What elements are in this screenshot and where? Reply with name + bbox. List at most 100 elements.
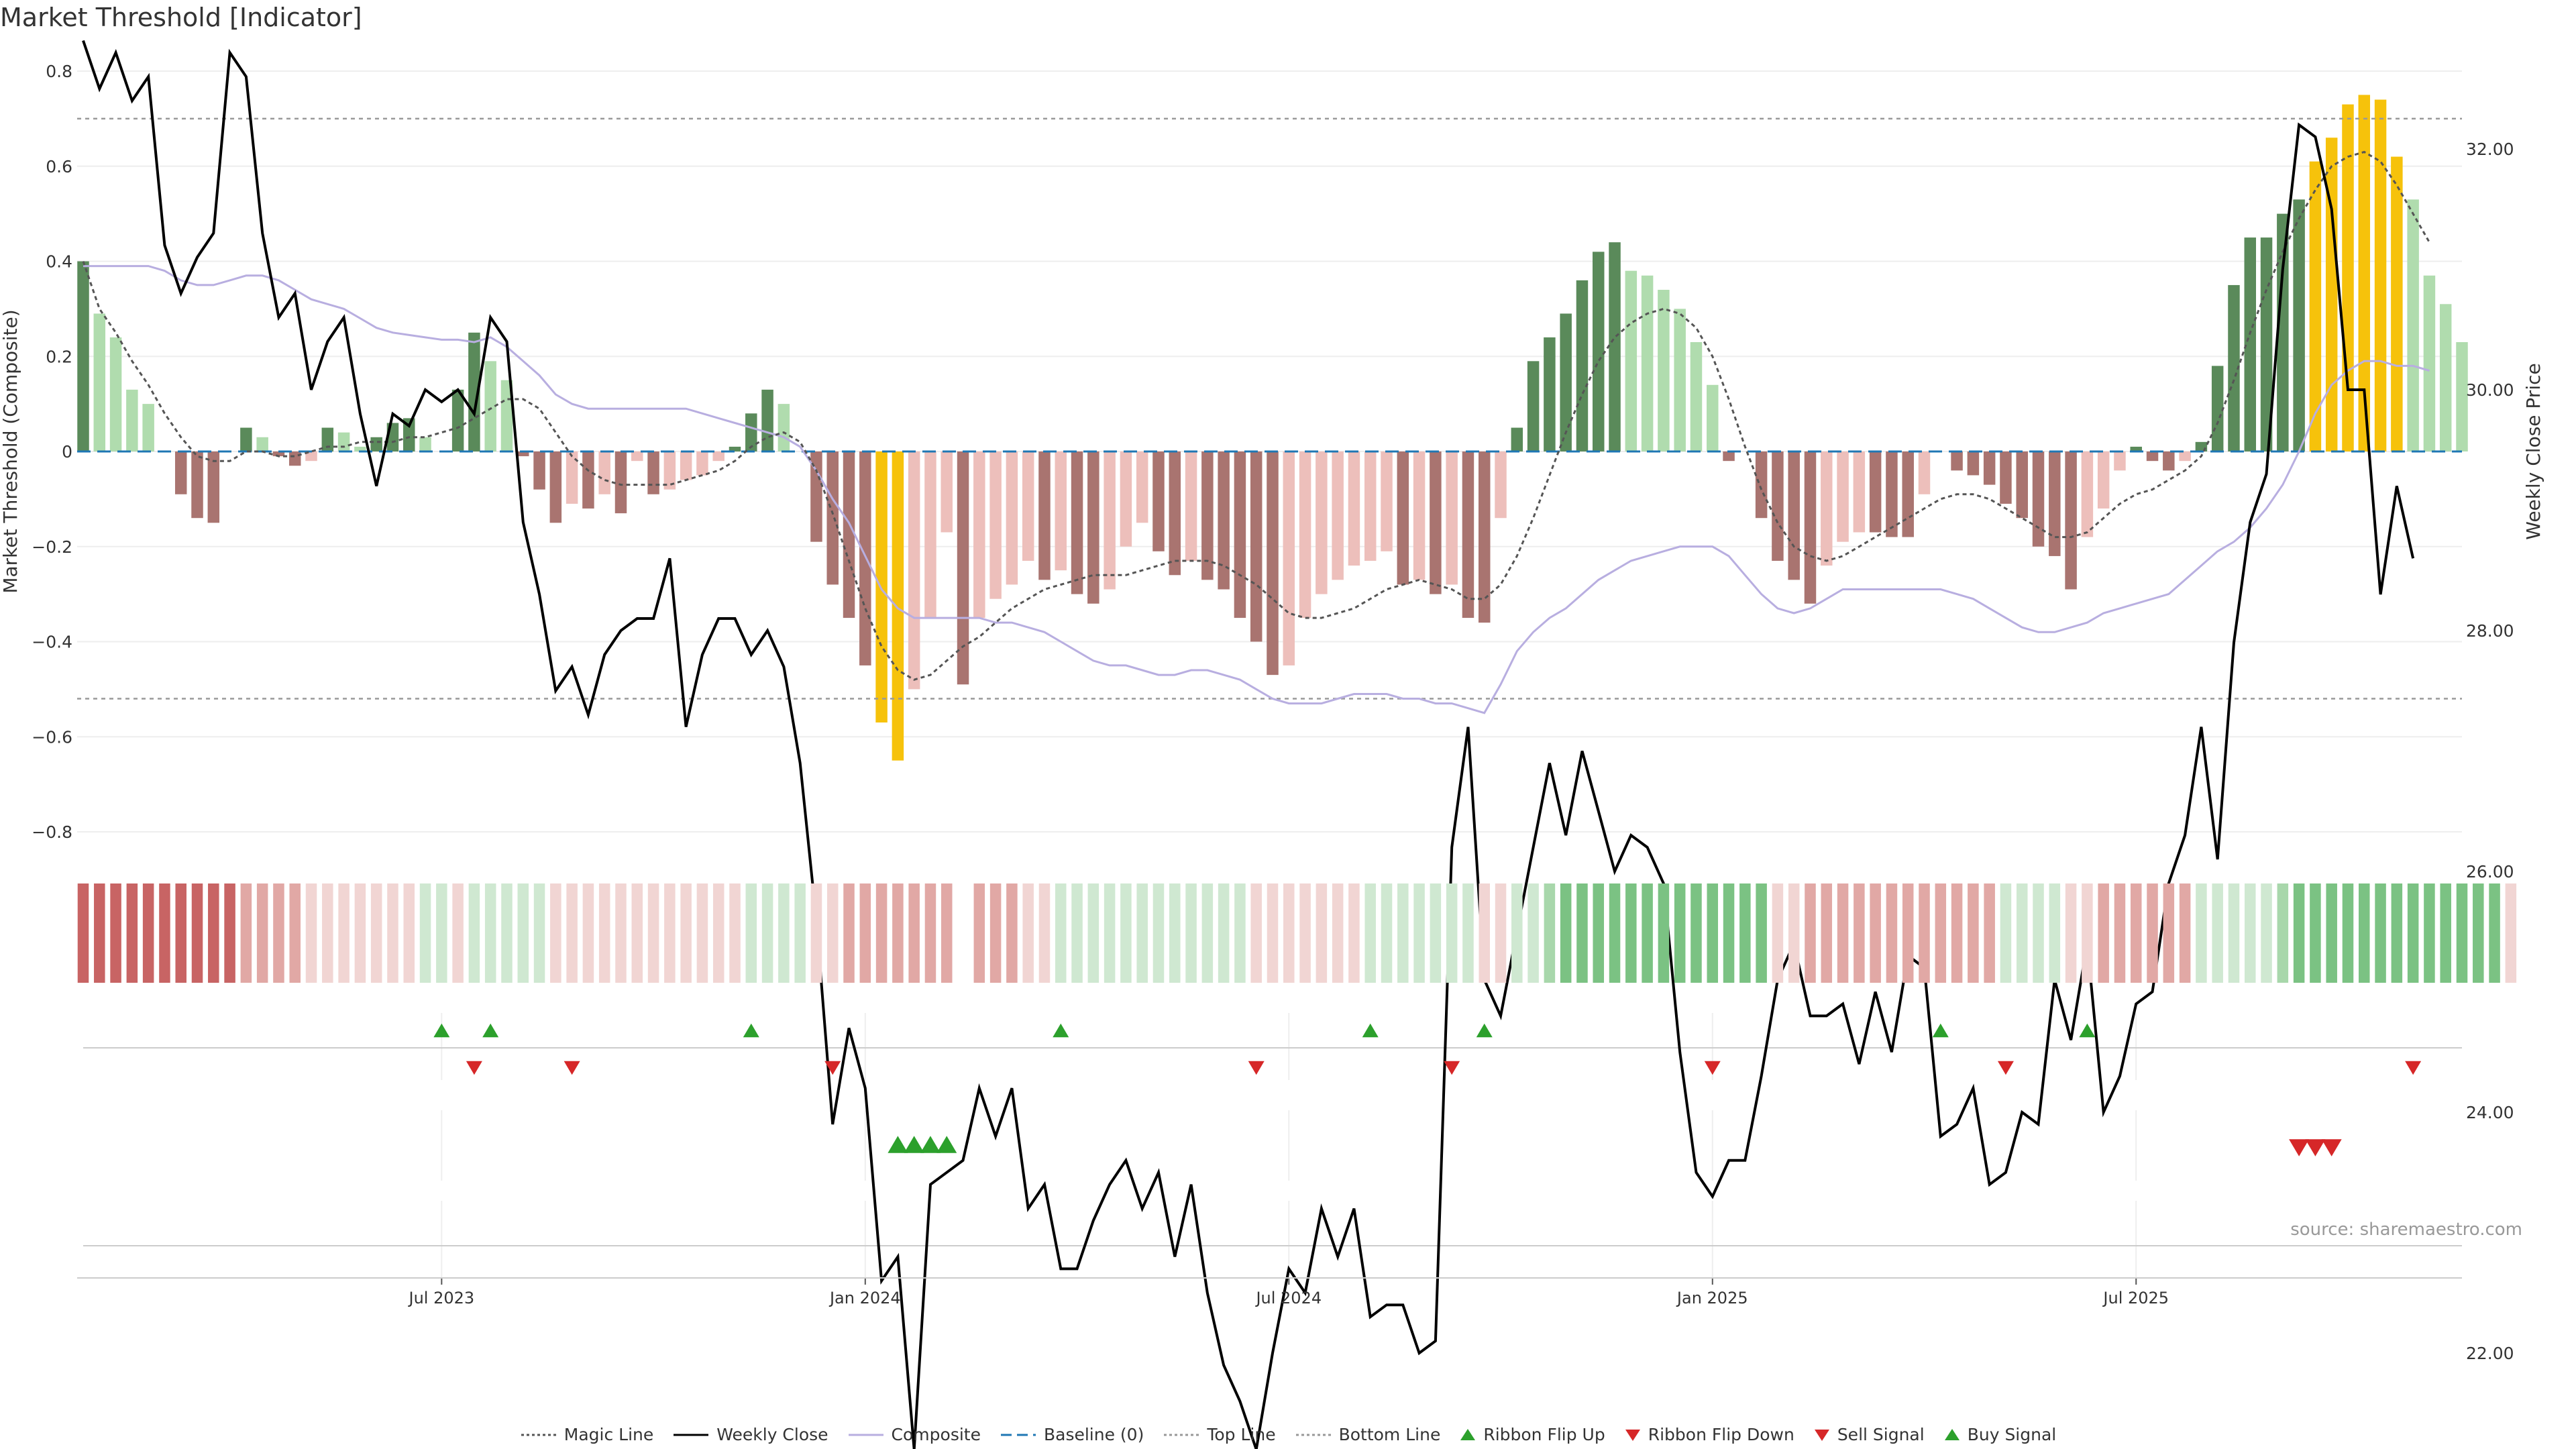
composite-bar	[256, 437, 268, 451]
ribbon-cell	[1495, 883, 1507, 983]
composite-bar	[2277, 213, 2289, 451]
composite-bar	[484, 361, 496, 451]
composite-bar	[500, 380, 513, 451]
x-tick-label: Jan 2025	[1676, 1289, 1748, 1307]
composite-bar	[924, 451, 936, 619]
composite-bar	[1755, 451, 1768, 519]
ribbon-cell	[175, 883, 186, 983]
ribbon-cell	[1430, 883, 1442, 983]
composite-bar	[288, 451, 301, 466]
composite-bar	[1430, 451, 1442, 594]
ribbon-cell	[2245, 883, 2256, 983]
ribbon-cell	[354, 883, 366, 983]
ribbon-cell	[1788, 883, 1800, 983]
composite-bar	[680, 451, 692, 480]
composite-bar	[973, 451, 985, 619]
ribbon-flip-down-marker	[1248, 1061, 1265, 1075]
legend-item: Composite	[847, 1425, 981, 1444]
magic-line	[82, 150, 2430, 681]
composite-bar	[892, 451, 904, 761]
ribbon-cell	[2179, 883, 2191, 983]
ribbon-cell	[1854, 883, 1865, 983]
ribbon-cell	[1234, 883, 1246, 983]
composite-bar	[1495, 451, 1507, 519]
composite-bar	[1690, 341, 1703, 451]
ribbon-cell	[1805, 883, 1816, 983]
sell-signal-marker	[2321, 1139, 2342, 1157]
left-tick-label: −0.2	[32, 537, 72, 557]
right-tick-label: 28.00	[2466, 621, 2514, 641]
composite-bar	[2097, 451, 2110, 509]
composite-bar	[663, 451, 676, 490]
legend-item: Ribbon Flip Up	[1459, 1425, 1605, 1444]
ribbon-cell	[647, 883, 659, 983]
legend-label: Sell Signal	[1837, 1425, 1925, 1444]
legend-item: Bottom Line	[1295, 1425, 1440, 1444]
ribbon-cell	[1984, 883, 1995, 983]
ribbon-cell	[419, 883, 431, 983]
legend-label: Weekly Close	[716, 1425, 828, 1444]
ribbon-cell	[1837, 883, 1849, 983]
ribbon-cell	[403, 883, 415, 983]
composite-bar	[1804, 451, 1817, 604]
ribbon-cell	[1055, 883, 1067, 983]
ribbon-cell	[2228, 883, 2240, 983]
composite-line	[83, 265, 2430, 714]
solid-line-icon	[674, 1434, 709, 1436]
ribbon-cell	[1446, 883, 1458, 983]
composite-bar	[2325, 138, 2338, 451]
ribbon-flip-down-marker	[1997, 1061, 2014, 1075]
ribbon-cell	[2277, 883, 2289, 983]
composite-bar	[729, 446, 741, 451]
composite-bar	[419, 437, 431, 451]
composite-bar	[1348, 451, 1360, 566]
ribbon-cell	[2163, 883, 2175, 983]
ribbon-cell	[2424, 883, 2435, 983]
solid-line-icon	[848, 1434, 883, 1436]
ribbon-cell	[1658, 883, 1670, 983]
right-tick-label: 22.00	[2466, 1344, 2514, 1363]
ribbon-cell	[1593, 883, 1605, 983]
composite-bar	[1869, 451, 1882, 533]
ribbon-cell	[468, 883, 480, 983]
right-tick-label: 32.00	[2466, 140, 2514, 159]
composite-bars	[77, 95, 2468, 761]
ribbon-cell	[1886, 883, 1898, 983]
triangle-down-icon	[1814, 1429, 1829, 1441]
ribbon-cell	[1250, 883, 1262, 983]
ribbon-cell	[566, 883, 578, 983]
axes: 0.8 0.6 0.4 0.2 0 −0.2 −0.4 −0.6 −0.8 32.00 30.00 2…	[0, 62, 2544, 1363]
ribbon-cell	[2114, 883, 2126, 983]
ribbon-cell	[1022, 883, 1034, 983]
composite-bar	[957, 451, 969, 685]
x-tick-label: Jan 2024	[828, 1289, 901, 1307]
composite-bar	[468, 332, 480, 451]
legend-label: Buy Signal	[1967, 1425, 2057, 1444]
ribbon-cell	[1299, 883, 1311, 983]
ribbon-cell	[1348, 883, 1360, 983]
ribbon-cell	[1479, 883, 1490, 983]
composite-bar	[2032, 451, 2045, 547]
composite-bar	[2391, 156, 2403, 451]
left-tick-label: −0.6	[32, 727, 72, 747]
composite-bar	[2016, 451, 2028, 519]
composite-bar	[1625, 270, 1638, 451]
ribbon-cell	[436, 883, 447, 983]
ribbon-cell	[2049, 883, 2061, 983]
ribbon-cell	[664, 883, 676, 983]
ribbon-cell	[2407, 883, 2419, 983]
legend-item: Baseline (0)	[1000, 1425, 1144, 1444]
ribbon-cell	[1690, 883, 1702, 983]
indicator-lines	[77, 40, 2462, 1449]
composite-bar	[1267, 451, 1279, 676]
composite-bar	[2130, 446, 2142, 451]
legend-item: Top Line	[1163, 1425, 1276, 1444]
legend-item: Buy Signal	[1943, 1425, 2057, 1444]
composite-bar	[1332, 451, 1344, 580]
ribbon-cell	[77, 883, 89, 983]
ribbon-cell	[1120, 883, 1132, 983]
composite-bar	[1511, 427, 1523, 451]
ribbon-cell	[973, 883, 985, 983]
ribbon-cell	[1968, 883, 1979, 983]
composite-bar	[1772, 451, 1784, 561]
